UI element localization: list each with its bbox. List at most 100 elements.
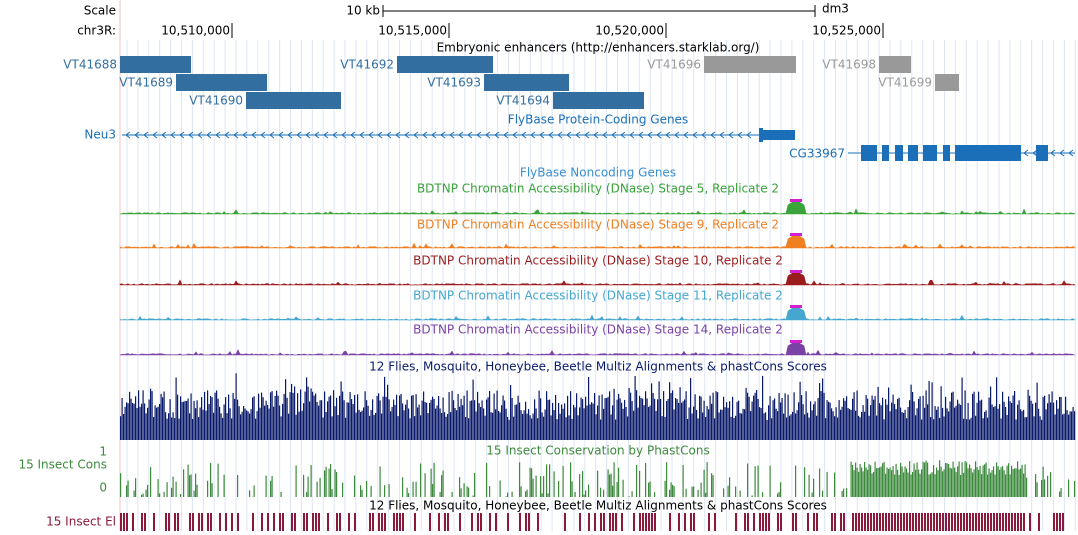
bar <box>428 413 429 440</box>
bar <box>182 402 183 440</box>
enhancer-label[interactable]: VT41693 <box>427 76 481 90</box>
bar <box>1052 391 1053 440</box>
bar <box>852 399 853 440</box>
element <box>831 513 833 531</box>
bar <box>525 402 526 440</box>
bar <box>398 416 399 440</box>
bar <box>254 396 255 440</box>
track-label[interactable]: 15 Insect Cons <box>18 458 107 472</box>
bar <box>819 383 820 440</box>
enhancer-label[interactable]: VT41689 <box>119 76 173 90</box>
bar <box>1044 396 1045 440</box>
bar <box>1001 467 1002 497</box>
bar <box>836 407 837 440</box>
bar <box>671 393 672 440</box>
bar <box>708 409 709 440</box>
enhancer-box[interactable] <box>935 74 959 91</box>
bar <box>908 407 909 440</box>
bar <box>176 482 177 497</box>
bar <box>506 496 507 497</box>
enhancer-label[interactable]: VT41692 <box>340 58 394 72</box>
bar <box>870 405 871 440</box>
element <box>273 513 275 531</box>
bar <box>926 390 927 440</box>
bar <box>902 467 903 497</box>
bar <box>350 392 351 440</box>
bar <box>890 467 891 497</box>
track-label[interactable]: 15 Insect El <box>46 515 116 529</box>
enhancer-box[interactable] <box>553 92 644 109</box>
element <box>267 513 269 531</box>
bar <box>596 414 597 440</box>
bar <box>776 409 777 440</box>
bar <box>533 479 534 497</box>
bar <box>912 472 913 497</box>
enhancer-box[interactable] <box>484 74 569 91</box>
bar <box>600 419 601 440</box>
bar <box>656 411 657 440</box>
bar <box>212 483 213 497</box>
enhancer-label[interactable]: VT41688 <box>63 58 117 72</box>
bar <box>330 395 331 440</box>
bar <box>393 400 394 440</box>
element <box>615 513 617 531</box>
element <box>579 513 581 531</box>
bar <box>1040 416 1041 440</box>
bar <box>672 485 673 497</box>
bar <box>177 395 178 440</box>
enhancer-label[interactable]: VT41696 <box>647 58 701 72</box>
bar <box>702 412 703 440</box>
element <box>882 513 884 531</box>
bar <box>123 414 124 440</box>
element <box>963 513 965 531</box>
enhancer-box[interactable] <box>176 74 267 91</box>
enhancer-label[interactable]: VT41699 <box>878 76 932 90</box>
bar <box>920 396 921 440</box>
bar <box>189 475 190 497</box>
bar <box>1031 401 1032 440</box>
bar <box>813 479 814 497</box>
enhancer-box[interactable] <box>246 92 341 109</box>
bar <box>561 404 562 440</box>
bar <box>435 409 436 440</box>
bar <box>237 475 238 497</box>
bar <box>1002 392 1003 440</box>
bar <box>176 377 177 440</box>
enhancer-label[interactable]: VT41690 <box>189 94 243 108</box>
bar <box>512 492 513 497</box>
bar <box>452 492 453 497</box>
bar <box>371 410 372 440</box>
bar <box>735 416 736 440</box>
bar <box>711 473 712 497</box>
element <box>990 513 992 531</box>
bar <box>977 403 978 440</box>
enhancer-box[interactable] <box>397 56 493 73</box>
bar <box>791 414 792 440</box>
bar <box>174 418 175 440</box>
bar <box>701 397 702 440</box>
bar <box>381 414 382 440</box>
bar <box>308 387 309 440</box>
bar <box>224 475 225 497</box>
bar <box>842 407 843 440</box>
enhancer-label[interactable]: VT41698 <box>822 58 876 72</box>
bar <box>246 410 247 440</box>
enhancer-label[interactable]: VT41694 <box>496 94 550 108</box>
bar <box>146 413 147 440</box>
bar <box>554 410 555 440</box>
enhancer-box[interactable] <box>120 56 191 73</box>
bar <box>282 404 283 440</box>
bar <box>1070 411 1071 440</box>
bar <box>1007 415 1008 440</box>
bar <box>155 405 156 440</box>
bar <box>452 391 453 440</box>
gene-label[interactable]: CG33967 <box>789 147 845 161</box>
bar <box>450 412 451 440</box>
track-title: BDTNP Chromatin Accessibility (DNase) St… <box>417 182 779 196</box>
enhancer-box[interactable] <box>879 56 911 73</box>
bar <box>653 393 654 440</box>
bar <box>135 478 136 497</box>
enhancer-box[interactable] <box>704 56 796 73</box>
gene-label[interactable]: Neu3 <box>84 128 116 142</box>
bar <box>416 482 417 497</box>
